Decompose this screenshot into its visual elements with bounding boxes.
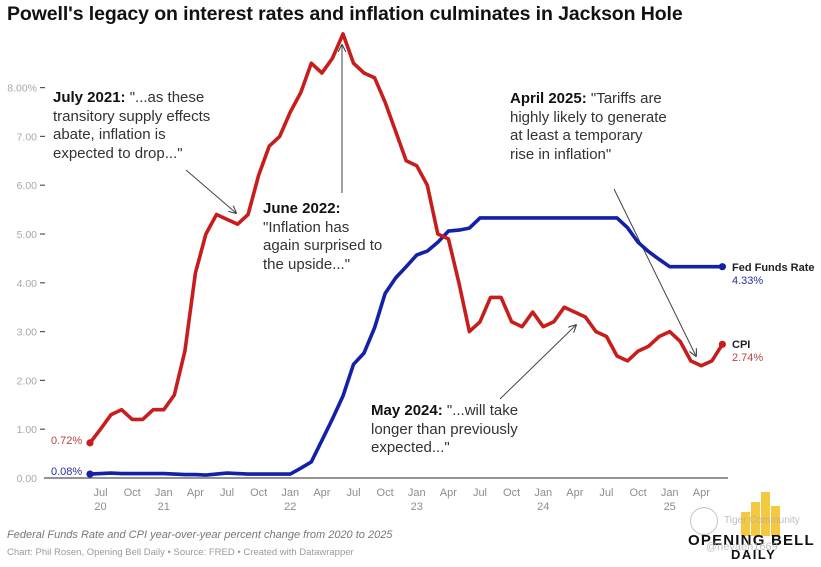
fed-funds-line [88, 216, 725, 477]
chart-title: Powell's legacy on interest rates and in… [7, 3, 683, 25]
cpi-end-label: CPI 2.74% [732, 339, 763, 365]
x-tick-label: Apr [440, 487, 457, 499]
y-axis: 0.00 1.00 2.00 3.00 4.00 5.00 6.00 7.00 8.00% [7, 83, 45, 485]
y-tick-label: 8.00% [7, 83, 37, 95]
x-tick-year-label: 22 [284, 501, 296, 513]
watermark-handle: @nevaeh1669 [706, 541, 778, 553]
y-tick-label: 4.00 [17, 278, 38, 290]
x-tick-label: Oct [124, 487, 141, 499]
annotation-date: April 2025: [510, 90, 587, 107]
x-tick-label: Apr [693, 487, 710, 499]
watermark-icon [690, 507, 718, 535]
arrow-july-2021 [185, 169, 236, 213]
cpi-end-point [718, 340, 727, 348]
x-tick-label: Oct [503, 487, 520, 499]
annotation-date: June 2022: [263, 200, 341, 217]
x-tick-label: Apr [313, 487, 330, 499]
annotation-july-2021: July 2021: "...as these transitory suppl… [53, 89, 211, 162]
logo-bar [761, 492, 770, 536]
annotation-may-2024: May 2024: "...will take longer than prev… [371, 402, 519, 456]
logo-bar [771, 506, 780, 536]
watermark-text: Tiger Community [724, 515, 800, 526]
cpi-start-label: 0.72% [51, 435, 83, 447]
cpi-series-name: CPI [732, 339, 751, 351]
logo-text-line2: DAILY [731, 547, 777, 562]
x-tick-label: Jan [408, 487, 426, 499]
fed-funds-series-name: Fed Funds Rate [732, 262, 815, 274]
x-tick-label: Oct [250, 487, 267, 499]
x-tick-year-label: 20 [94, 501, 106, 513]
x-tick-label: Jan [661, 487, 679, 499]
arrow-may-2024 [499, 325, 576, 400]
y-tick-label: 1.00 [17, 424, 38, 436]
annotation-date: July 2021: [53, 89, 126, 106]
fed-funds-end-point [718, 263, 727, 271]
fed-funds-end-label: Fed Funds Rate 4.33% [732, 262, 815, 288]
arrow-april-2025 [613, 188, 696, 356]
x-tick-label: Oct [377, 487, 394, 499]
fed-funds-start-point [86, 470, 94, 478]
x-tick-year-label: 25 [664, 501, 676, 513]
opening-bell-daily-logo: OPENING BELL DAILY [688, 492, 818, 562]
annotation-arrows [185, 45, 696, 400]
x-axis: Jul 20 Oct Jan 21 Apr Jul Oct Jan 22 Apr Jul Oct Jan 2… [94, 487, 711, 513]
y-tick-label: 0.00 [17, 473, 38, 485]
y-tick-label: 7.00 [17, 131, 38, 143]
x-tick-label: Apr [187, 487, 204, 499]
cpi-line [88, 32, 725, 445]
annotation-april-2025: April 2025: "Tariffs are highly likely t… [510, 90, 667, 163]
chart-description: Federal Funds Rate and CPI year-over-yea… [7, 529, 393, 541]
fed-start-label: 0.08% [51, 466, 83, 478]
x-tick-label: Jul [599, 487, 613, 499]
x-tick-label: Jan [155, 487, 173, 499]
annotation-date: May 2024: [371, 402, 443, 419]
x-tick-year-label: 21 [158, 501, 170, 513]
y-tick-label: 3.00 [17, 327, 38, 339]
x-tick-label: Jul [94, 487, 108, 499]
fed-funds-end-value: 4.33% [732, 275, 764, 287]
cpi-start-point [86, 439, 94, 447]
logo-bar [751, 502, 760, 536]
logo-bar [741, 512, 750, 536]
cpi-end-value: 2.74% [732, 352, 764, 364]
x-tick-label: Jul [346, 487, 360, 499]
series-lines [86, 32, 727, 478]
x-tick-label: Jan [534, 487, 552, 499]
logo-text-line1: OPENING BELL [688, 532, 815, 549]
y-tick-label: 6.00 [17, 180, 38, 192]
y-tick-label: 5.00 [17, 229, 38, 241]
logo-bars-icon [741, 492, 780, 536]
x-tick-label: Jan [281, 487, 299, 499]
x-tick-year-label: 23 [411, 501, 423, 513]
annotation-june-2022: June 2022: "Inflation has again surprise… [263, 200, 383, 273]
y-tick-label: 2.00 [17, 375, 38, 387]
x-tick-label: Apr [566, 487, 583, 499]
x-tick-label: Oct [630, 487, 647, 499]
x-tick-label: Jul [473, 487, 487, 499]
chart-credit: Chart: Phil Rosen, Opening Bell Daily • … [7, 547, 354, 558]
x-tick-label: Jul [220, 487, 234, 499]
x-tick-year-label: 24 [537, 501, 549, 513]
